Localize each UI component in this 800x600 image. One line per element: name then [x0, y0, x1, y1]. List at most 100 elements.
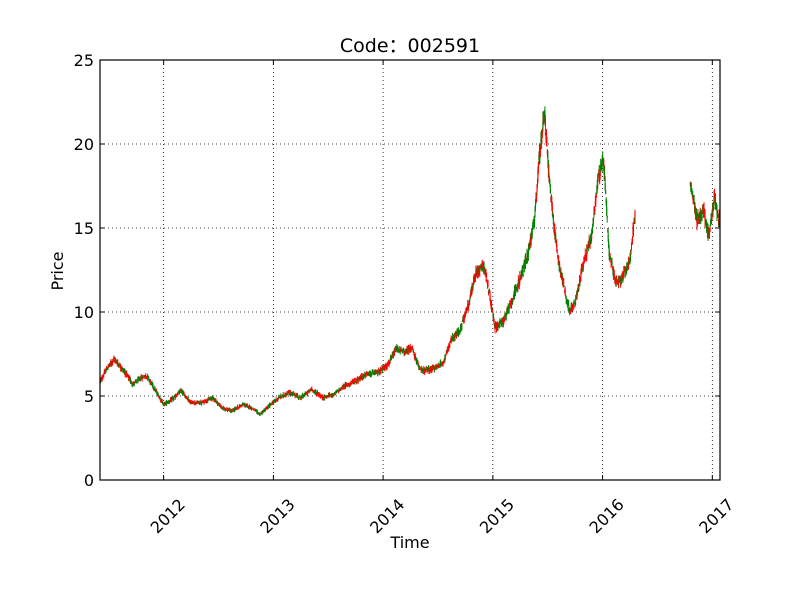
candle-body — [224, 408, 226, 410]
candlestick-series — [99, 106, 721, 417]
candle-body — [537, 162, 540, 169]
candle-body — [445, 354, 447, 355]
candle-body — [552, 214, 554, 220]
candle-body — [437, 366, 439, 368]
candle-body — [270, 403, 272, 405]
candle-body — [715, 203, 718, 204]
candle-body — [115, 360, 117, 362]
candle-body — [593, 206, 596, 210]
y-tick-label: 10 — [74, 303, 94, 322]
candle-body — [118, 365, 120, 367]
candle-body — [605, 191, 607, 194]
candle-body — [501, 321, 503, 325]
candle-body — [576, 290, 579, 291]
candle-body — [359, 376, 362, 380]
candle-body — [232, 408, 235, 410]
candle-body — [634, 211, 636, 217]
candle-body — [709, 227, 711, 232]
candle-body — [424, 370, 426, 373]
candle-body — [586, 249, 588, 251]
candle-body — [603, 159, 605, 164]
candle-body — [484, 268, 486, 271]
candle-body — [483, 265, 485, 269]
candle-body — [393, 351, 395, 355]
y-tick-label: 0 — [84, 471, 94, 490]
candle-body — [372, 371, 374, 373]
candle-body — [459, 326, 462, 328]
candle-body — [592, 217, 595, 222]
candle-body — [395, 348, 397, 352]
candle-body — [105, 369, 107, 372]
candle-body — [407, 350, 409, 352]
candle-body — [422, 369, 424, 372]
candle-body — [221, 408, 223, 410]
candle-body — [485, 276, 488, 278]
candle-body — [186, 397, 188, 399]
axis-ticks: 0 5 10 15 20 25 2012 2013 2014 2015 2016 2017 — [74, 51, 738, 537]
candle-body — [313, 391, 315, 392]
candle-body — [626, 268, 628, 271]
candle-body — [438, 366, 440, 368]
candle-body — [245, 405, 247, 407]
candle-body — [298, 396, 300, 398]
candle-body — [496, 323, 499, 326]
candle-body — [230, 411, 232, 413]
candle-body — [548, 171, 550, 176]
candle-body — [717, 215, 719, 216]
candle-body — [622, 280, 624, 282]
candle-body — [616, 280, 618, 284]
candle-body — [353, 380, 355, 382]
candle-body — [146, 376, 148, 378]
candle-body — [346, 385, 349, 387]
candle-body — [595, 194, 597, 198]
candle-body — [287, 392, 290, 394]
candle-body — [469, 300, 471, 302]
candle-body — [508, 306, 510, 310]
candle-body — [187, 398, 189, 401]
candle-body — [492, 315, 495, 321]
x-tick-label: 2015 — [476, 495, 518, 537]
candle-body — [358, 379, 360, 381]
candle-body — [556, 250, 558, 252]
x-tick-label: 2017 — [695, 495, 737, 537]
candle-body — [629, 253, 632, 256]
candle-body — [454, 334, 456, 338]
candle-body — [184, 394, 187, 397]
candle-body — [253, 408, 255, 410]
candle-body — [468, 305, 470, 307]
candle-body — [421, 367, 423, 370]
candle-body — [575, 299, 577, 301]
candle-body — [381, 367, 383, 371]
y-tick-label: 20 — [74, 135, 94, 154]
candle-body — [149, 380, 152, 382]
candle-body — [704, 216, 706, 221]
candle-body — [559, 263, 561, 269]
candle-body — [499, 322, 501, 323]
candle-body — [113, 358, 115, 360]
candle-body — [584, 256, 586, 262]
candle-body — [568, 304, 570, 306]
candle-body — [104, 371, 106, 374]
plot-frame — [99, 59, 721, 481]
candle-body — [602, 158, 604, 160]
candle-body — [246, 405, 249, 407]
y-tick-label: 5 — [84, 387, 94, 406]
candle-body — [525, 261, 528, 263]
candle-body — [263, 411, 265, 413]
candle-body — [562, 279, 564, 281]
candle-body — [580, 273, 582, 276]
candle-body — [259, 414, 261, 416]
candle-body — [609, 257, 612, 260]
x-tick-label: 2016 — [586, 495, 628, 537]
candle-body — [553, 223, 555, 227]
candle-body — [323, 395, 325, 397]
candle-body — [591, 232, 593, 239]
candle-body — [604, 173, 606, 175]
candle-body — [491, 310, 494, 312]
candle-body — [497, 326, 499, 328]
candle-body — [572, 309, 574, 311]
candle-body — [507, 309, 509, 313]
candle-body — [565, 297, 567, 300]
candle-body — [154, 388, 156, 391]
